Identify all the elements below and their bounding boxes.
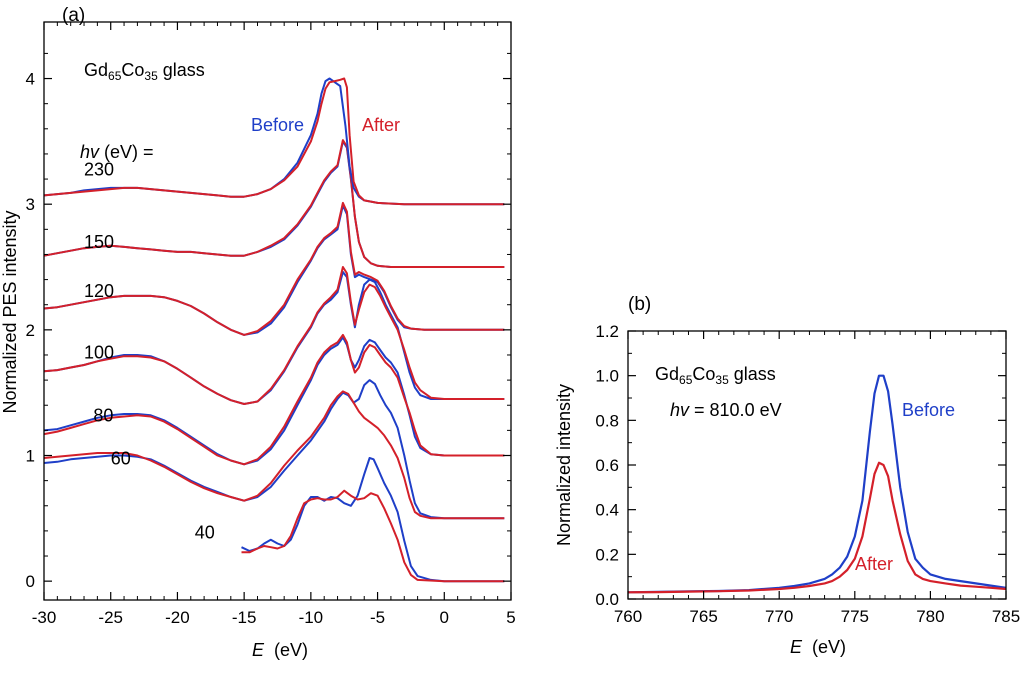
panel-b-x-title: E (eV) [790, 637, 846, 657]
b-x-tick-label: 780 [916, 607, 944, 626]
hv-value-label-230: 230 [84, 159, 114, 179]
x-tick-label: -30 [32, 608, 57, 627]
b-sample-el-1: Gd [655, 364, 679, 384]
sample-el-2: Co [121, 60, 144, 80]
panel-b-label: (b) [628, 294, 651, 315]
y-tick-label: 0 [26, 572, 35, 591]
panel-a-frame [43, 21, 512, 601]
series-after-line-hv-100 [43, 266, 505, 405]
panel-b-x-axis: 760 765 770 775 780 785 [614, 331, 1020, 626]
series-after-line-hv-230 [43, 77, 505, 206]
b-sample-suffix: glass [729, 364, 776, 384]
b-series-line-after [627, 461, 1007, 594]
series-after-line-hv-40 [241, 489, 505, 583]
panel-b-after-label: After [855, 554, 893, 574]
b-y-tick-label: 0.6 [595, 456, 619, 475]
sample-el-1: Gd [84, 60, 108, 80]
y-tick-label: 4 [26, 70, 35, 89]
b-sample-el-2: Co [692, 364, 715, 384]
series-before-line-hv-60 [43, 379, 505, 520]
b-hv-rest: = 810.0 eV [689, 400, 782, 420]
hv-value-label-150: 150 [84, 232, 114, 252]
x-tick-label: -20 [165, 608, 190, 627]
panel-a-chart: (a) -30 -25 -20 -15 -10 -5 0 5 0 1 2 3 4 E (eV) Norm… [0, 5, 516, 660]
sample-suffix: glass [158, 60, 205, 80]
b-y-tick-label: 1.0 [595, 367, 619, 386]
b-x-tick-label: 785 [992, 607, 1020, 626]
series-after-line-hv-60 [43, 390, 505, 520]
b-y-tick-label: 0.4 [595, 501, 619, 520]
x-tick-label: -25 [98, 608, 123, 627]
panel-b-sample-label: Gd65Co35 glass [655, 364, 776, 387]
hv-symbol: hv [80, 142, 100, 162]
panel-a-before-label: Before [251, 115, 304, 135]
series-before-line-hv-80 [43, 336, 505, 466]
x-tick-label: -15 [232, 608, 257, 627]
b-y-tick-label: 0.8 [595, 411, 619, 430]
panel-a-y-axis: 0 1 2 3 4 [26, 52, 511, 591]
b-x-tick-label: 770 [765, 607, 793, 626]
series-after-line-hv-80 [43, 333, 505, 466]
x-tick-label: 0 [440, 608, 449, 627]
x-tick-label: 5 [506, 608, 515, 627]
panel-a-after-label: After [362, 115, 400, 135]
b-hv-symbol: hv [670, 400, 690, 420]
panel-b-hv-label: hv = 810.0 eV [670, 400, 782, 420]
panel-b-x-title-symbol: E [790, 637, 803, 657]
b-sample-sub-1: 65 [679, 373, 693, 387]
x-tick-label: -10 [299, 608, 324, 627]
series-before-line-hv-40 [241, 457, 505, 583]
panel-b-x-title-unit: (eV) [812, 637, 846, 657]
hv-value-label-100: 100 [84, 343, 114, 363]
hv-value-label-120: 120 [84, 281, 114, 301]
panel-a-sample-label: Gd65Co35 glass [84, 60, 205, 83]
hv-value-label-80: 80 [93, 406, 113, 426]
panel-b-plot-area [627, 374, 1007, 594]
panel-b-before-label: Before [902, 400, 955, 420]
panel-a-hv-values: 40 60 80 100 120 150 230 [84, 159, 215, 542]
b-sample-sub-2: 35 [715, 373, 729, 387]
y-tick-label: 2 [26, 321, 35, 340]
panel-a-x-axis: -30 -25 -20 -15 -10 -5 0 5 [32, 22, 516, 627]
panel-a-label: (a) [62, 5, 85, 26]
panel-b-y-title: Normalized intensity [554, 384, 574, 546]
hv-value-label-40: 40 [195, 522, 215, 542]
panel-b-y-axis: 0.0 0.2 0.4 0.6 0.8 1.0 1.2 [595, 322, 1006, 609]
panel-a-x-title: E (eV) [252, 640, 308, 660]
series-after-line-hv-120 [43, 201, 505, 336]
b-y-tick-label: 0.0 [595, 590, 619, 609]
panel-a-x-title-symbol: E [252, 640, 265, 660]
b-x-tick-label: 760 [614, 607, 642, 626]
panel-b-chart: (b) 760 765 770 775 780 785 0.0 0.2 0.4 0.6 0.8 1.… [554, 294, 1020, 657]
panel-a-hv-label: hv (eV) = [80, 142, 154, 162]
panel-b-frame [627, 330, 1007, 600]
panel-a-x-title-unit: (eV) [274, 640, 308, 660]
x-tick-label: -5 [370, 608, 385, 627]
panel-a-plot-area [43, 77, 505, 583]
panel-a-y-title: Normalized PES intensity [0, 210, 20, 413]
series-after-line-hv-150 [43, 139, 505, 268]
sample-sub-1: 65 [108, 69, 122, 83]
b-x-tick-label: 765 [689, 607, 717, 626]
hv-rest: (eV) = [99, 142, 154, 162]
b-y-tick-label: 0.2 [595, 545, 619, 564]
b-x-tick-label: 775 [841, 607, 869, 626]
hv-value-label-60: 60 [111, 448, 131, 468]
y-tick-label: 1 [26, 447, 35, 466]
y-tick-label: 3 [26, 195, 35, 214]
sample-sub-2: 35 [144, 69, 158, 83]
b-y-tick-label: 1.2 [595, 322, 619, 341]
